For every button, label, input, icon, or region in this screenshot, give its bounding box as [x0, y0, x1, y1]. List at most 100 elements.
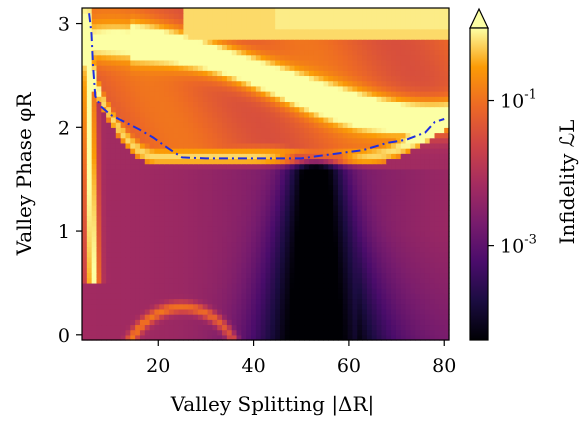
- heatmap-cell: [323, 293, 329, 300]
- heatmap-cell: [212, 174, 218, 180]
- heatmap-cell: [101, 257, 107, 263]
- heatmap-cell: [110, 23, 117, 30]
- heatmap-cell: [366, 163, 373, 170]
- heatmap-cell: [386, 329, 392, 336]
- heatmap-cell: [212, 85, 218, 92]
- heatmap-cell: [284, 163, 291, 170]
- heatmap-cell: [352, 225, 358, 232]
- heatmap-cell: [135, 96, 141, 102]
- heatmap-cell: [236, 54, 242, 61]
- heatmap-cell: [226, 210, 233, 217]
- heatmap-cell: [357, 8, 363, 14]
- heatmap-cell: [289, 257, 296, 263]
- heatmap-cell: [110, 44, 117, 51]
- heatmap-cell: [439, 65, 445, 71]
- heatmap-cell: [265, 282, 271, 289]
- heatmap-cell: [318, 122, 325, 128]
- heatmap-cell: [352, 215, 358, 222]
- heatmap-cell: [154, 80, 160, 87]
- heatmap-cell: [429, 111, 436, 118]
- heatmap-cell: [366, 148, 373, 154]
- heatmap-cell: [251, 220, 257, 227]
- heatmap-cell: [275, 80, 281, 87]
- heatmap-cell: [125, 236, 131, 243]
- heatmap-cell: [376, 194, 382, 201]
- heatmap-cell: [188, 277, 194, 284]
- heatmap-cell: [391, 262, 397, 268]
- heatmap-cell: [207, 194, 213, 201]
- heatmap-cell: [270, 96, 276, 102]
- heatmap-cell: [139, 324, 146, 331]
- heatmap-cell: [197, 293, 204, 300]
- heatmap-cell: [323, 194, 329, 201]
- heatmap-cell: [391, 174, 397, 180]
- heatmap-cell: [154, 85, 160, 92]
- heatmap-cell: [86, 163, 93, 170]
- heatmap-cell: [366, 225, 373, 232]
- heatmap-cell: [279, 168, 286, 175]
- heatmap-cell: [255, 324, 262, 331]
- heatmap-cell: [246, 168, 252, 175]
- heatmap-cell: [82, 199, 88, 206]
- heatmap-cell: [164, 8, 170, 14]
- heatmap-cell: [115, 288, 122, 294]
- heatmap-cell: [395, 184, 402, 191]
- heatmap-cell: [82, 163, 88, 170]
- heatmap-cell: [352, 319, 358, 326]
- heatmap-cell: [139, 225, 146, 232]
- heatmap-cell: [362, 59, 368, 66]
- heatmap-cell: [154, 215, 160, 222]
- heatmap-cell: [434, 54, 440, 61]
- heatmap-cell: [299, 59, 305, 66]
- heatmap-cell: [231, 59, 238, 66]
- heatmap-cell: [313, 28, 320, 35]
- heatmap-cell: [159, 70, 165, 77]
- heatmap-cell: [395, 277, 402, 284]
- heatmap-cell: [265, 116, 271, 123]
- heatmap-cell: [217, 18, 223, 25]
- heatmap-cell: [135, 329, 141, 336]
- heatmap-cell: [120, 28, 127, 35]
- heatmap-cell: [337, 267, 344, 274]
- heatmap-cell: [106, 106, 112, 113]
- heatmap-cell: [260, 215, 267, 222]
- heatmap-cell: [405, 44, 411, 51]
- heatmap-cell: [110, 168, 117, 175]
- heatmap-cell: [439, 215, 445, 222]
- heatmap-cell: [101, 277, 107, 284]
- heatmap-cell: [294, 96, 300, 102]
- heatmap-cell: [318, 314, 325, 320]
- heatmap-cell: [439, 225, 445, 232]
- heatmap-cell: [371, 101, 378, 108]
- heatmap-cell: [376, 220, 382, 227]
- heatmap-cell: [304, 8, 310, 14]
- heatmap-cell: [217, 262, 223, 268]
- heatmap-cell: [164, 101, 170, 108]
- heatmap-cell: [246, 106, 252, 113]
- heatmap-cell: [318, 13, 325, 19]
- heatmap-cell: [313, 13, 320, 19]
- heatmap-cell: [294, 33, 300, 40]
- heatmap-cell: [144, 298, 151, 305]
- y-tick-label: 0: [58, 325, 70, 347]
- heatmap-cell: [410, 277, 416, 284]
- heatmap-cell: [342, 85, 349, 92]
- heatmap-cell: [149, 18, 156, 25]
- heatmap-cell: [86, 75, 93, 82]
- heatmap-cell: [144, 80, 151, 87]
- heatmap-cell: [212, 111, 218, 118]
- heatmap-cell: [188, 33, 194, 40]
- heatmap-cell: [159, 308, 165, 315]
- heatmap-cell: [178, 168, 185, 175]
- heatmap-cell: [110, 236, 117, 243]
- heatmap-cell: [159, 246, 165, 253]
- heatmap-cell: [241, 215, 247, 222]
- heatmap-cell: [130, 199, 136, 206]
- heatmap-cell: [231, 85, 238, 92]
- heatmap-cell: [193, 39, 199, 45]
- heatmap-cell: [366, 189, 373, 196]
- heatmap-cell: [139, 282, 146, 289]
- heatmap-cell: [395, 28, 402, 35]
- heatmap-cell: [342, 101, 349, 108]
- heatmap-cell: [154, 267, 160, 274]
